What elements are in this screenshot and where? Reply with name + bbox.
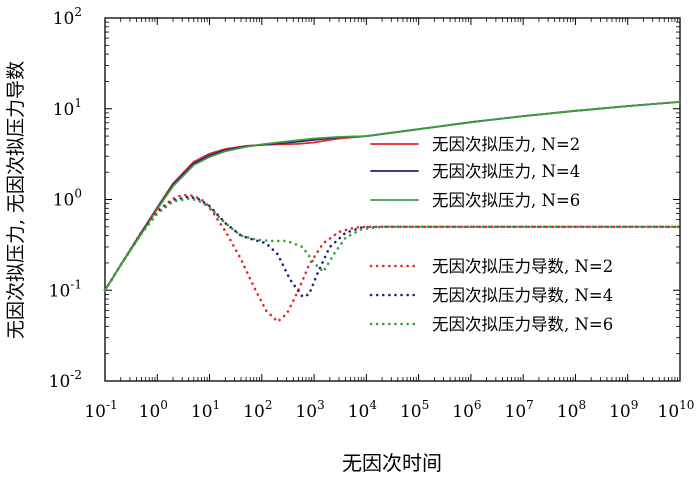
x-tick-label: 103 <box>295 398 324 422</box>
x-tick-label: 101 <box>191 398 220 422</box>
pressure-line-2 <box>104 101 681 292</box>
y-axis-label: 无因次拟压力, 无因次拟压力导数 <box>5 61 27 339</box>
data-series <box>103 101 682 324</box>
y-tick-label: 100 <box>53 187 82 211</box>
x-tick-label: 105 <box>400 398 429 422</box>
y-tick-label: 101 <box>53 96 82 120</box>
legend-label: 无因次拟压力, N=2 <box>432 135 580 154</box>
legend-label: 无因次拟压力导数, N=6 <box>432 315 613 334</box>
x-tick-label: 1010 <box>658 398 695 422</box>
derivative-line-5 <box>103 197 682 292</box>
x-tick-label: 106 <box>452 398 481 422</box>
x-tick-label: 104 <box>348 398 378 422</box>
x-tick-label: 109 <box>609 398 638 422</box>
x-tick-label: 102 <box>243 398 272 422</box>
y-tick-label: 10-1 <box>49 277 82 301</box>
legend-label: 无因次拟压力, N=4 <box>432 162 580 181</box>
x-tick-label: 100 <box>139 398 168 422</box>
y-tick-label: 10-2 <box>49 368 82 392</box>
legend: 无因次拟压力, N=2 无因次拟压力, N=4 无因次拟压力, N=6 无因次拟压力导… <box>369 135 613 334</box>
derivative-line-4 <box>103 195 682 299</box>
y-tick-labels: 10-2 10-1 100 101 102 <box>49 5 82 392</box>
x-tick-label: 107 <box>505 398 534 422</box>
x-tick-labels: 10-1 100 101 102 103 104 105 106 107 108 109 1010 <box>84 398 694 422</box>
legend-label: 无因次拟压力导数, N=4 <box>432 286 613 305</box>
legend-label: 无因次拟压力, N=6 <box>432 191 580 210</box>
x-tick-label: 108 <box>557 398 586 422</box>
x-axis-label: 无因次时间 <box>342 451 442 475</box>
x-tick-label: 10-1 <box>84 398 117 422</box>
axis-ticks <box>104 17 681 382</box>
legend-label: 无因次拟压力导数, N=2 <box>432 257 613 276</box>
y-tick-label: 102 <box>53 5 82 29</box>
